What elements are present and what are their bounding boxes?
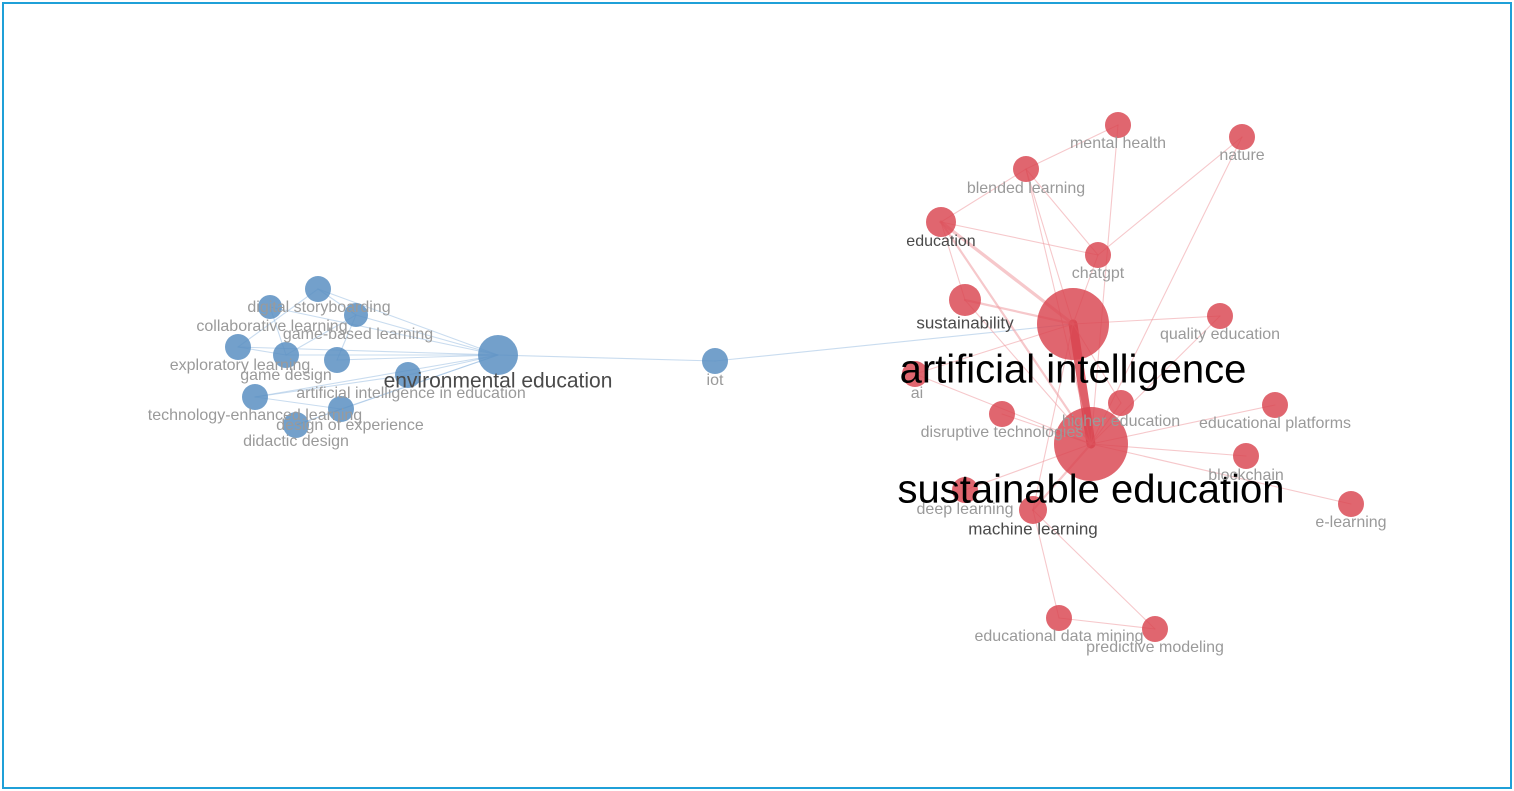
node-blended-learning[interactable] <box>1013 156 1039 182</box>
label-educational-platforms: educational platforms <box>1199 415 1351 432</box>
edge-game-based-learning-game-design <box>285 314 357 356</box>
label-collaborative-learning: collaborative learning <box>196 318 347 335</box>
edge-digital-storyboarding-environmental-education <box>269 306 499 356</box>
node-iot[interactable] <box>702 348 728 374</box>
label-sustainable-education: sustainable education <box>898 468 1285 512</box>
label-deep-learning: deep learning <box>917 501 1014 518</box>
node-educational-platforms[interactable] <box>1262 392 1288 418</box>
label-mental-health: mental health <box>1070 135 1166 152</box>
node-game-design[interactable] <box>273 342 299 368</box>
edge-artificial-intelligence-in-education-technology-enhanced-learning <box>254 374 409 398</box>
edge-education-chatgpt <box>940 221 1099 256</box>
edge-environmental-education-iot <box>497 354 716 362</box>
node-mental-health[interactable] <box>1105 112 1131 138</box>
node-educational-data-mining[interactable] <box>1046 605 1072 631</box>
node-exploratory-learning[interactable] <box>225 334 251 360</box>
label-technology-enhanced-learning: technology-enhanced learning <box>148 407 362 424</box>
node-digital-storyboarding[interactable] <box>258 295 282 319</box>
edge-technology-enhanced-learning-environmental-education <box>254 354 499 398</box>
edge-game-based-learning-environmental-education <box>355 314 499 356</box>
label-sustainability: sustainability <box>916 313 1014 332</box>
label-higher-education: higher education <box>1062 413 1180 430</box>
node-ai[interactable] <box>902 361 928 387</box>
edge-education-sustainable-education <box>939 220 1093 446</box>
label-education: education <box>906 233 975 250</box>
node-chatgpt[interactable] <box>1085 242 1111 268</box>
label-game-based-learning: game-based learning <box>283 326 433 343</box>
label-environmental-education: environmental education <box>384 370 613 393</box>
edge-educational-data-mining-machine-learning <box>1032 509 1060 619</box>
node-predictive-modeling[interactable] <box>1142 616 1168 642</box>
label-nature: nature <box>1219 147 1264 164</box>
label-artificial-intelligence: artificial intelligence <box>900 348 1247 392</box>
label-quality-education: quality education <box>1160 326 1280 343</box>
edge-education-blended-learning <box>940 168 1027 223</box>
label-chatgpt: chatgpt <box>1072 265 1125 282</box>
label-exploratory-learning: exploratory learning <box>170 357 311 374</box>
node-quality-education[interactable] <box>1207 303 1233 329</box>
node-game-based-learning[interactable] <box>344 303 368 327</box>
edge-collaborative-learning-environmental-education <box>317 288 499 356</box>
edge-predictive-modeling-machine-learning <box>1032 509 1156 630</box>
node-education[interactable] <box>926 207 956 237</box>
node-nature[interactable] <box>1229 124 1255 150</box>
edge-blue-node-a-environmental-education <box>336 354 499 361</box>
node-artificial-intelligence-in-education[interactable] <box>395 362 421 388</box>
node-didactic-design[interactable] <box>283 412 309 438</box>
keyword-cooccurrence-network: digital storyboarding collaborative learn… <box>148 112 1387 656</box>
label-blockchain: blockchain <box>1208 467 1284 484</box>
label-ai: ai <box>911 385 923 402</box>
edge-nature-chatgpt <box>1097 136 1243 256</box>
label-educational-data-mining: educational data mining <box>974 628 1143 645</box>
label-artificial-intelligence-in-education: artificial intelligence in education <box>296 385 525 402</box>
node-environmental-education[interactable] <box>478 335 518 375</box>
node-sustainable-education[interactable] <box>1054 407 1128 481</box>
edge-mental-health-sustainable-education <box>1090 124 1119 445</box>
label-machine-learning: machine learning <box>968 519 1097 538</box>
node-blue-node-a[interactable] <box>324 347 350 373</box>
node-disruptive-technologies[interactable] <box>989 401 1015 427</box>
node-design-of-experience[interactable] <box>328 396 354 422</box>
node-deep-learning[interactable] <box>952 477 978 503</box>
node-higher-education[interactable] <box>1108 390 1134 416</box>
label-game-design: game design <box>240 367 332 384</box>
label-digital-storyboarding: digital storyboarding <box>247 299 390 316</box>
node-technology-enhanced-learning[interactable] <box>242 384 268 410</box>
edge-blended-learning-chatgpt <box>1025 168 1099 256</box>
node-blockchain[interactable] <box>1233 443 1259 469</box>
labels-layer: digital storyboarding collaborative learn… <box>148 135 1387 656</box>
label-blended-learning: blended learning <box>967 180 1085 197</box>
node-sustainability[interactable] <box>949 284 981 316</box>
label-predictive-modeling: predictive modeling <box>1086 639 1224 656</box>
edge-exploratory-learning-collaborative-learning <box>237 288 319 348</box>
edge-technology-enhanced-learning-design-of-experience <box>254 396 342 410</box>
node-e-learning[interactable] <box>1338 491 1364 517</box>
edge-mental-health-blended-learning <box>1025 124 1119 170</box>
edge-educational-data-mining-predictive-modeling <box>1058 617 1156 630</box>
edge-e-learning-sustainable-education <box>1090 443 1352 505</box>
label-disruptive-technologies: disruptive technologies <box>921 424 1084 441</box>
node-machine-learning[interactable] <box>1019 496 1047 524</box>
label-design-of-experience: design of experience <box>276 417 424 434</box>
label-e-learning: e-learning <box>1315 514 1386 531</box>
node-collaborative-learning[interactable] <box>305 276 331 302</box>
label-iot: iot <box>707 372 724 389</box>
node-artificial-intelligence[interactable] <box>1037 288 1109 360</box>
nodes-layer <box>225 112 1364 642</box>
label-didactic-design: didactic design <box>243 433 349 450</box>
